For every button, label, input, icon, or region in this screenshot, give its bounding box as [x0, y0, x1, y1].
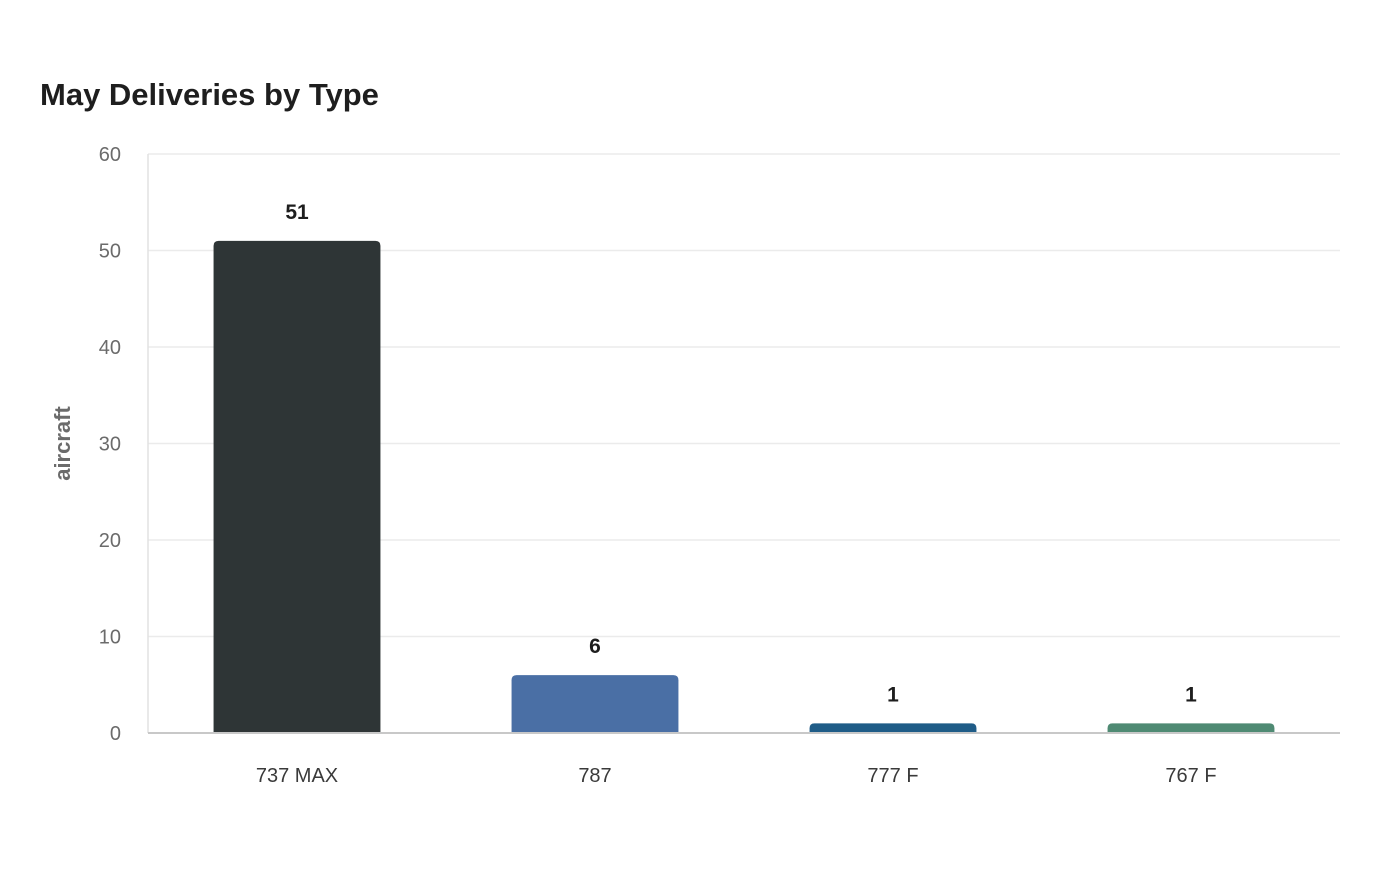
y-tick-label: 60 — [99, 144, 121, 166]
y-tick-label: 10 — [99, 627, 121, 649]
x-axis-categories: 737 MAX 787 777 F 767 F — [256, 765, 1217, 787]
y-axis-ticks: 0 10 20 30 40 50 60 — [99, 144, 121, 745]
y-tick-label: 50 — [99, 241, 121, 263]
x-category-label: 787 — [578, 765, 611, 787]
data-label: 1 — [1185, 683, 1197, 706]
bars — [213, 240, 1275, 733]
bar-767-f — [1107, 723, 1275, 733]
data-label: 1 — [887, 683, 899, 706]
data-label: 6 — [589, 635, 601, 658]
chart-title: May Deliveries by Type — [40, 77, 379, 112]
bar-777-f — [809, 723, 977, 733]
y-axis-title: aircraft — [50, 406, 75, 481]
bar-787 — [511, 675, 679, 733]
x-category-label: 737 MAX — [256, 765, 338, 787]
y-tick-label: 20 — [99, 530, 121, 552]
x-category-label: 767 F — [1165, 765, 1216, 787]
y-tick-label: 0 — [110, 723, 121, 745]
data-label: 51 — [285, 201, 309, 224]
data-labels: 51 6 1 1 — [285, 201, 1197, 706]
bar-737-max — [213, 240, 381, 733]
y-tick-label: 40 — [99, 337, 121, 359]
x-category-label: 777 F — [867, 765, 918, 787]
y-tick-label: 30 — [99, 434, 121, 456]
